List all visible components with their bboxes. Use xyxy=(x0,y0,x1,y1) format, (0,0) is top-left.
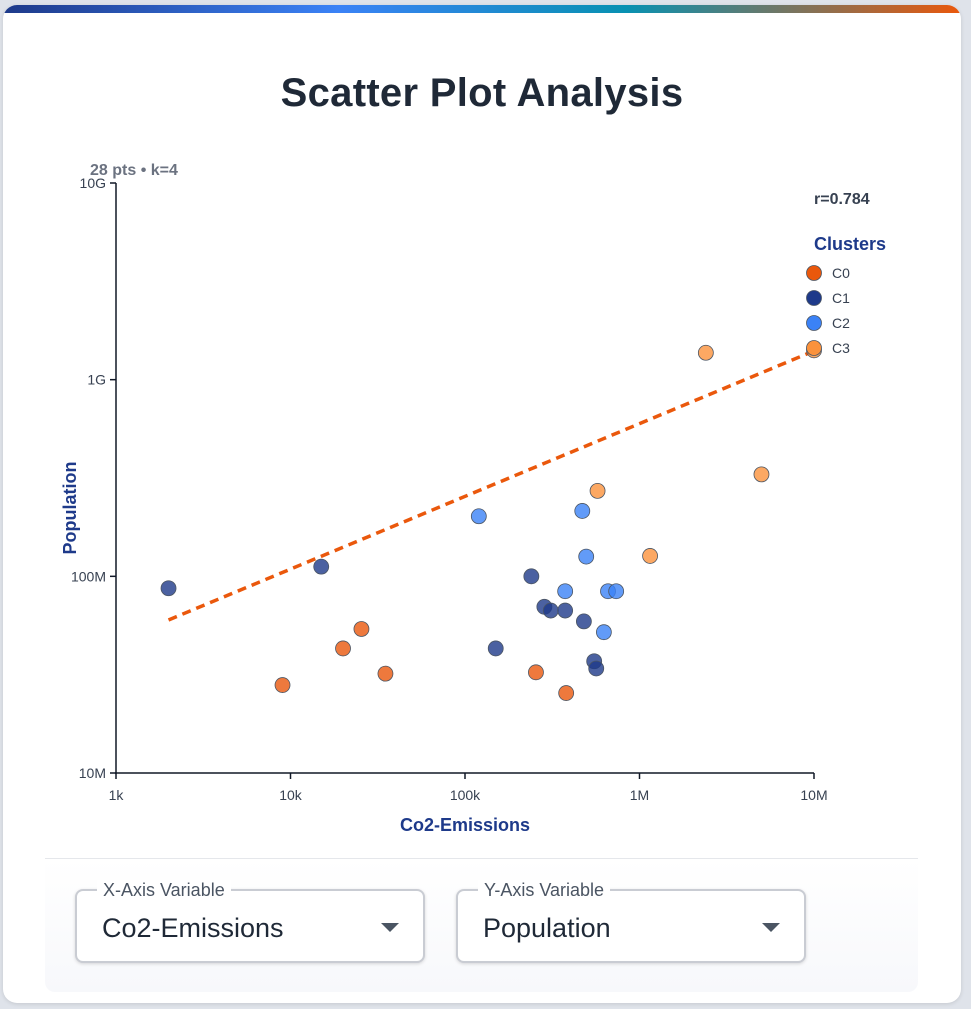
x-axis-select-label: X-Axis Variable xyxy=(97,880,231,900)
axis-controls: X-Axis Variable Co2-Emissions Y-Axis Var… xyxy=(45,859,918,992)
info-label: 28 pts • k=4 xyxy=(90,162,178,179)
x-tick-label: 1k xyxy=(109,787,125,803)
legend-label-c2: C2 xyxy=(832,315,850,331)
legend-label-c0: C0 xyxy=(832,265,850,281)
data-point-c0 xyxy=(353,621,370,637)
x-axis-select[interactable]: X-Axis Variable Co2-Emissions xyxy=(75,880,425,963)
data-point-c0 xyxy=(335,640,351,657)
y-tick-label: 1G xyxy=(87,372,106,388)
legend-swatch-c3 xyxy=(806,340,822,356)
page-title: Scatter Plot Analysis xyxy=(280,71,684,115)
data-point-c1 xyxy=(575,613,592,630)
x-axis-label: Co2-Emissions xyxy=(400,815,530,835)
data-point-c2 xyxy=(608,583,625,600)
x-tick-label: 100k xyxy=(450,787,481,803)
chevron-down-icon xyxy=(381,923,399,932)
chevron-down-icon xyxy=(762,923,780,932)
data-point-c0 xyxy=(274,677,291,693)
x-tick-label: 1M xyxy=(630,787,649,803)
y-axis-select-value: Population xyxy=(483,913,611,943)
data-point-c1 xyxy=(542,602,559,619)
legend-swatch-c1 xyxy=(806,290,822,306)
scatter-chart: 1k 10k 100k 1M 10M 10M 100M 1G 10G Co2-Emissions P… xyxy=(60,162,886,835)
correlation-label: r=0.784 xyxy=(814,191,870,208)
data-point-c0 xyxy=(377,665,394,682)
data-point-c3 xyxy=(589,482,606,499)
data-point-c2 xyxy=(470,508,487,525)
legend-label-c3: C3 xyxy=(832,340,850,356)
data-point-c3 xyxy=(753,466,770,483)
chart-card: Scatter Plot Analysis 1k 10k 100k 1M 10M 10M 1… xyxy=(3,5,961,1003)
data-point-c1 xyxy=(313,558,330,575)
data-point-c1 xyxy=(487,640,504,657)
divider xyxy=(45,858,918,859)
accent-bar xyxy=(3,5,961,13)
x-tick-label: 10M xyxy=(800,787,827,803)
data-point-c3 xyxy=(697,344,714,361)
y-axis-select-label: Y-Axis Variable xyxy=(478,880,611,900)
data-point-c2 xyxy=(557,583,574,600)
trend-line xyxy=(167,349,815,622)
data-point-c1 xyxy=(588,660,605,677)
data-point-c2 xyxy=(578,548,595,565)
legend-title: Clusters xyxy=(814,234,886,254)
data-point-c1 xyxy=(523,568,540,585)
data-point-c1 xyxy=(557,602,574,619)
legend-label-c1: C1 xyxy=(832,290,850,306)
x-tick-label: 10k xyxy=(279,787,303,803)
data-point-c0 xyxy=(528,664,544,681)
y-axis-label: Population xyxy=(60,462,80,555)
x-axis-select-value: Co2-Emissions xyxy=(102,913,284,943)
data-point-c2 xyxy=(595,624,612,641)
legend-swatch-c0 xyxy=(806,265,822,281)
legend-swatch-c2 xyxy=(806,315,822,331)
y-axis-select[interactable]: Y-Axis Variable Population xyxy=(456,880,806,963)
data-point-c2 xyxy=(574,503,591,519)
data-point-c3 xyxy=(642,548,658,564)
y-tick-label: 10G xyxy=(80,175,106,191)
data-point-c1 xyxy=(160,580,177,597)
y-tick-label: 100M xyxy=(71,568,106,584)
y-tick-label: 10M xyxy=(79,765,106,781)
data-point-c0 xyxy=(558,685,575,701)
